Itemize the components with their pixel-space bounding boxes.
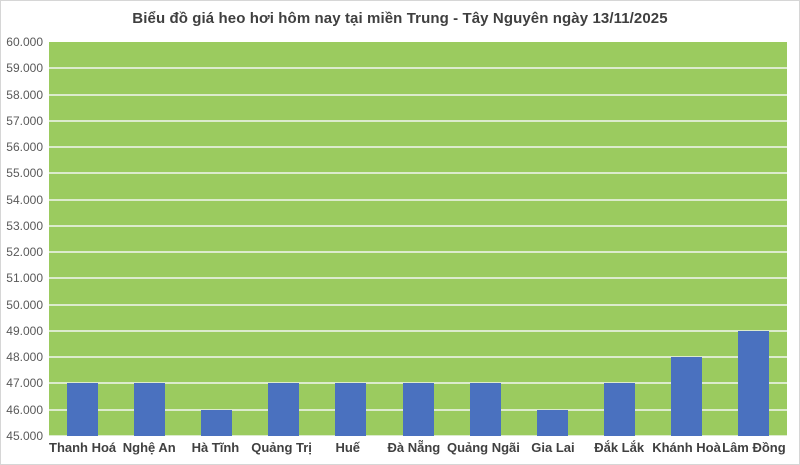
bar-series — [49, 42, 787, 436]
bar-Lâm Đồng — [737, 331, 769, 436]
bar-Đà Nẵng — [402, 383, 434, 436]
y-tick-label: 47.000 — [6, 376, 43, 391]
bar-Hà Tĩnh — [201, 410, 233, 436]
bar-Đắk Lắk — [603, 383, 635, 436]
bar-slot — [519, 42, 586, 436]
bar-Quảng Ngãi — [469, 383, 501, 436]
y-tick-label: 46.000 — [6, 402, 43, 417]
x-axis: Thanh Hoá Nghệ An Hà Tĩnh Quảng Trị Huế Đà Nẵ… — [49, 440, 787, 455]
gridline — [49, 119, 787, 122]
gridline — [49, 67, 787, 70]
y-tick-label: 55.000 — [6, 166, 43, 181]
y-tick-label: 54.000 — [6, 192, 43, 207]
gridline — [49, 277, 787, 280]
x-tick-label: Hà Tĩnh — [191, 440, 240, 455]
bar-slot — [317, 42, 384, 436]
x-tick-label: Đà Nẵng — [387, 440, 441, 455]
gridline — [49, 251, 787, 254]
bar-Thanh Hoá — [67, 383, 99, 436]
bar-slot — [116, 42, 183, 436]
gridline — [49, 172, 787, 175]
y-tick-label: 51.000 — [6, 271, 43, 286]
bar-slot — [653, 42, 720, 436]
x-tick-label: Gia Lai — [531, 440, 575, 455]
y-tick-label: 58.000 — [6, 87, 43, 102]
bar-slot — [183, 42, 250, 436]
plot-area — [49, 42, 787, 436]
gridline — [49, 93, 787, 96]
bar-Nghệ An — [134, 383, 166, 436]
y-axis: 60.000 59.000 58.000 57.000 56.000 55.000 54.0… — [1, 35, 43, 443]
x-tick-label: Nghệ An — [122, 440, 176, 455]
bar-Khánh Hoà — [670, 357, 702, 436]
bar-slot — [250, 42, 317, 436]
y-tick-label: 59.000 — [6, 61, 43, 76]
x-tick-label: Quảng Ngãi — [446, 440, 520, 455]
gridline — [49, 146, 787, 149]
y-tick-label: 56.000 — [6, 140, 43, 155]
y-tick-label: 50.000 — [6, 297, 43, 312]
gridline — [49, 303, 787, 306]
x-tick-label: Huế — [335, 440, 360, 455]
x-tick-label: Lâm Đồng — [722, 440, 786, 455]
x-tick-label: Khánh Hoà — [652, 440, 721, 455]
bar-Gia Lai — [536, 410, 568, 436]
bar-slot — [586, 42, 653, 436]
gridline — [49, 329, 787, 332]
y-tick-label: 60.000 — [6, 35, 43, 49]
y-tick-label: 48.000 — [6, 350, 43, 365]
bar-slot — [452, 42, 519, 436]
y-tick-label: 45.000 — [6, 429, 43, 443]
y-tick-label: 57.000 — [6, 113, 43, 128]
y-tick-label: 49.000 — [6, 323, 43, 338]
x-tick-label: Đắk Lắk — [594, 440, 645, 455]
y-tick-label: 53.000 — [6, 218, 43, 233]
bar-Huế — [335, 383, 367, 436]
bar-slot — [720, 42, 787, 436]
chart-title: Biểu đồ giá heo hơi hôm nay tại miền Tru… — [132, 10, 668, 27]
gridline — [49, 356, 787, 359]
bar-slot — [49, 42, 116, 436]
x-tick-label: Quảng Trị — [251, 440, 312, 455]
bar-slot — [384, 42, 451, 436]
y-tick-label: 52.000 — [6, 245, 43, 260]
bar-Quảng Trị — [268, 383, 300, 436]
gridline — [49, 224, 787, 227]
x-tick-label: Thanh Hoá — [49, 440, 117, 455]
gridline — [49, 198, 787, 201]
